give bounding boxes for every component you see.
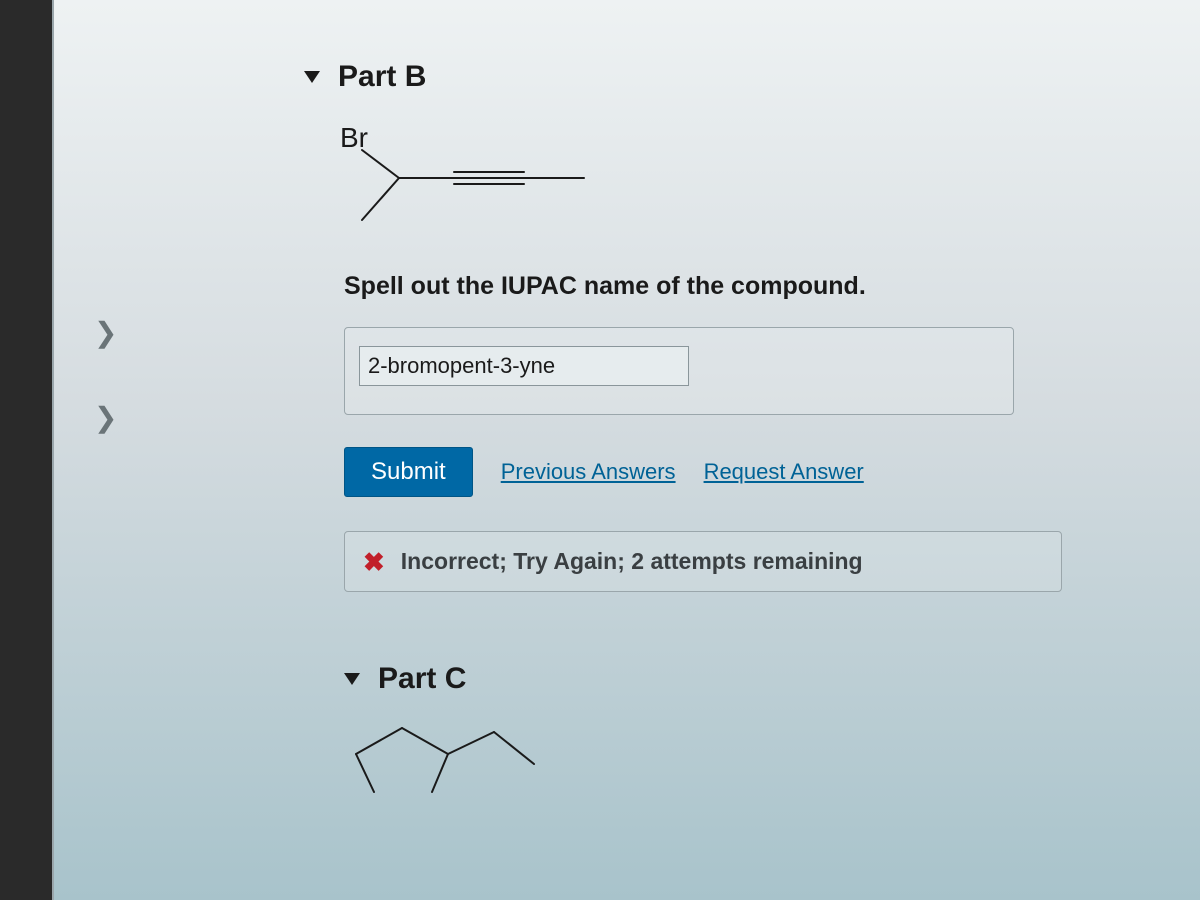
collapse-icon[interactable]	[344, 673, 360, 685]
submit-button[interactable]: Submit	[344, 447, 473, 497]
action-row: Submit Previous Answers Request Answer	[344, 447, 1160, 497]
collapse-icon[interactable]	[304, 71, 320, 83]
part-c-header: Part C	[344, 662, 1160, 696]
bezel-left	[0, 0, 52, 900]
previous-answers-link[interactable]: Previous Answers	[501, 459, 676, 485]
nav-next-chevron[interactable]: ❯	[84, 395, 127, 440]
incorrect-icon: ✖	[363, 549, 385, 575]
request-answer-link[interactable]: Request Answer	[704, 459, 864, 485]
part-b-molecule: Br	[344, 122, 1160, 238]
answer-container	[344, 327, 1014, 415]
part-b-prompt: Spell out the IUPAC name of the compound…	[344, 272, 1160, 301]
feedback-box: ✖ Incorrect; Try Again; 2 attempts remai…	[344, 531, 1062, 592]
page-surface: ❯ ❯ Part B Br	[52, 0, 1200, 900]
molecule-structure-icon	[344, 724, 544, 794]
part-b-title: Part B	[338, 60, 426, 94]
molecule-structure-icon	[344, 148, 604, 238]
nav-prev-chevron[interactable]: ❯	[84, 310, 127, 355]
part-c-title: Part C	[378, 662, 466, 696]
part-b-header: Part B	[304, 60, 1160, 94]
answer-input[interactable]	[359, 346, 689, 386]
feedback-text: Incorrect; Try Again; 2 attempts remaini…	[401, 548, 863, 575]
part-c-molecule	[304, 724, 1160, 794]
